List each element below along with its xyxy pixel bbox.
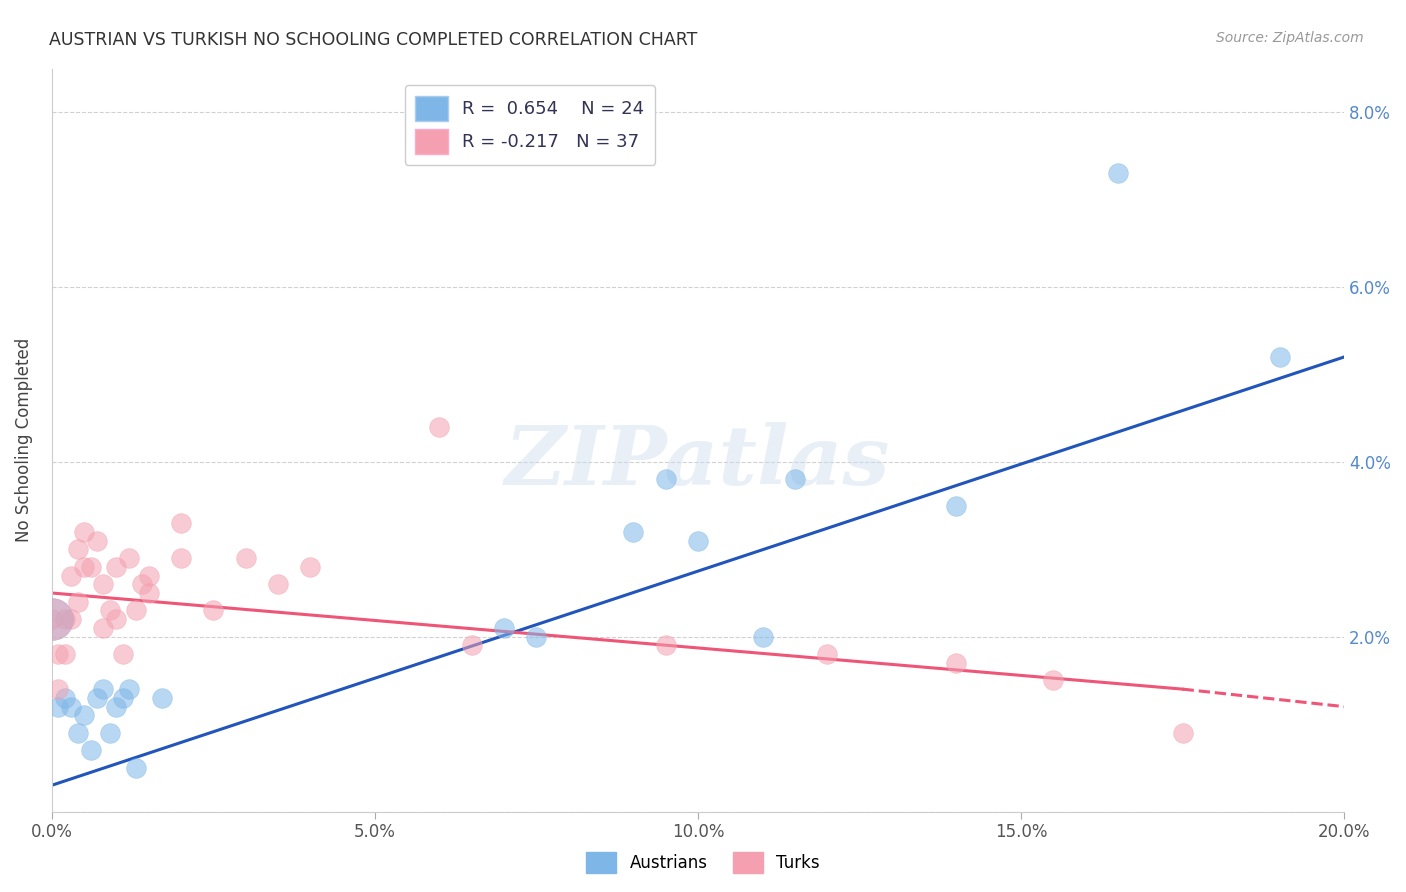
Point xyxy=(621,524,644,539)
Point xyxy=(815,647,838,661)
Point xyxy=(105,612,128,626)
Point xyxy=(138,586,160,600)
Point xyxy=(93,682,115,697)
Point xyxy=(526,630,548,644)
Legend: Austrians, Turks: Austrians, Turks xyxy=(579,846,827,880)
Point xyxy=(1268,350,1291,364)
Legend: R =  0.654    N = 24, R = -0.217   N = 37: R = 0.654 N = 24, R = -0.217 N = 37 xyxy=(405,85,655,165)
Point xyxy=(1042,673,1064,688)
Point xyxy=(118,682,141,697)
Point xyxy=(494,621,516,635)
Point xyxy=(66,542,89,557)
Point xyxy=(46,699,69,714)
Point xyxy=(105,559,128,574)
Point xyxy=(751,630,773,644)
Point xyxy=(150,690,173,705)
Point xyxy=(98,603,121,617)
Point xyxy=(131,577,153,591)
Point xyxy=(73,524,96,539)
Point xyxy=(79,743,101,757)
Point xyxy=(98,726,121,740)
Point xyxy=(60,568,83,582)
Point xyxy=(1107,166,1129,180)
Point xyxy=(654,472,676,486)
Point xyxy=(93,577,115,591)
Point xyxy=(170,516,193,530)
Point xyxy=(125,603,148,617)
Text: ZIPatlas: ZIPatlas xyxy=(505,422,890,502)
Point xyxy=(41,612,63,626)
Point xyxy=(267,577,290,591)
Point xyxy=(111,647,134,661)
Point xyxy=(86,533,108,548)
Point xyxy=(202,603,225,617)
Y-axis label: No Schooling Completed: No Schooling Completed xyxy=(15,338,32,542)
Point xyxy=(138,568,160,582)
Point xyxy=(945,499,967,513)
Point xyxy=(60,612,83,626)
Point xyxy=(53,647,76,661)
Point xyxy=(299,559,322,574)
Point xyxy=(105,699,128,714)
Point xyxy=(235,551,257,566)
Point xyxy=(41,612,63,626)
Point xyxy=(125,761,148,775)
Point xyxy=(46,647,69,661)
Point xyxy=(111,690,134,705)
Point xyxy=(86,690,108,705)
Point xyxy=(73,708,96,723)
Point xyxy=(73,559,96,574)
Point xyxy=(1171,726,1194,740)
Point xyxy=(461,639,484,653)
Point xyxy=(79,559,101,574)
Point xyxy=(686,533,709,548)
Text: AUSTRIAN VS TURKISH NO SCHOOLING COMPLETED CORRELATION CHART: AUSTRIAN VS TURKISH NO SCHOOLING COMPLET… xyxy=(49,31,697,49)
Point xyxy=(53,690,76,705)
Point xyxy=(654,639,676,653)
Text: Source: ZipAtlas.com: Source: ZipAtlas.com xyxy=(1216,31,1364,45)
Point xyxy=(783,472,806,486)
Point xyxy=(945,656,967,670)
Point xyxy=(60,699,83,714)
Point xyxy=(41,612,63,626)
Point xyxy=(429,420,451,434)
Point xyxy=(53,612,76,626)
Point xyxy=(118,551,141,566)
Point xyxy=(170,551,193,566)
Point xyxy=(66,595,89,609)
Point xyxy=(46,682,69,697)
Point xyxy=(66,726,89,740)
Point xyxy=(93,621,115,635)
